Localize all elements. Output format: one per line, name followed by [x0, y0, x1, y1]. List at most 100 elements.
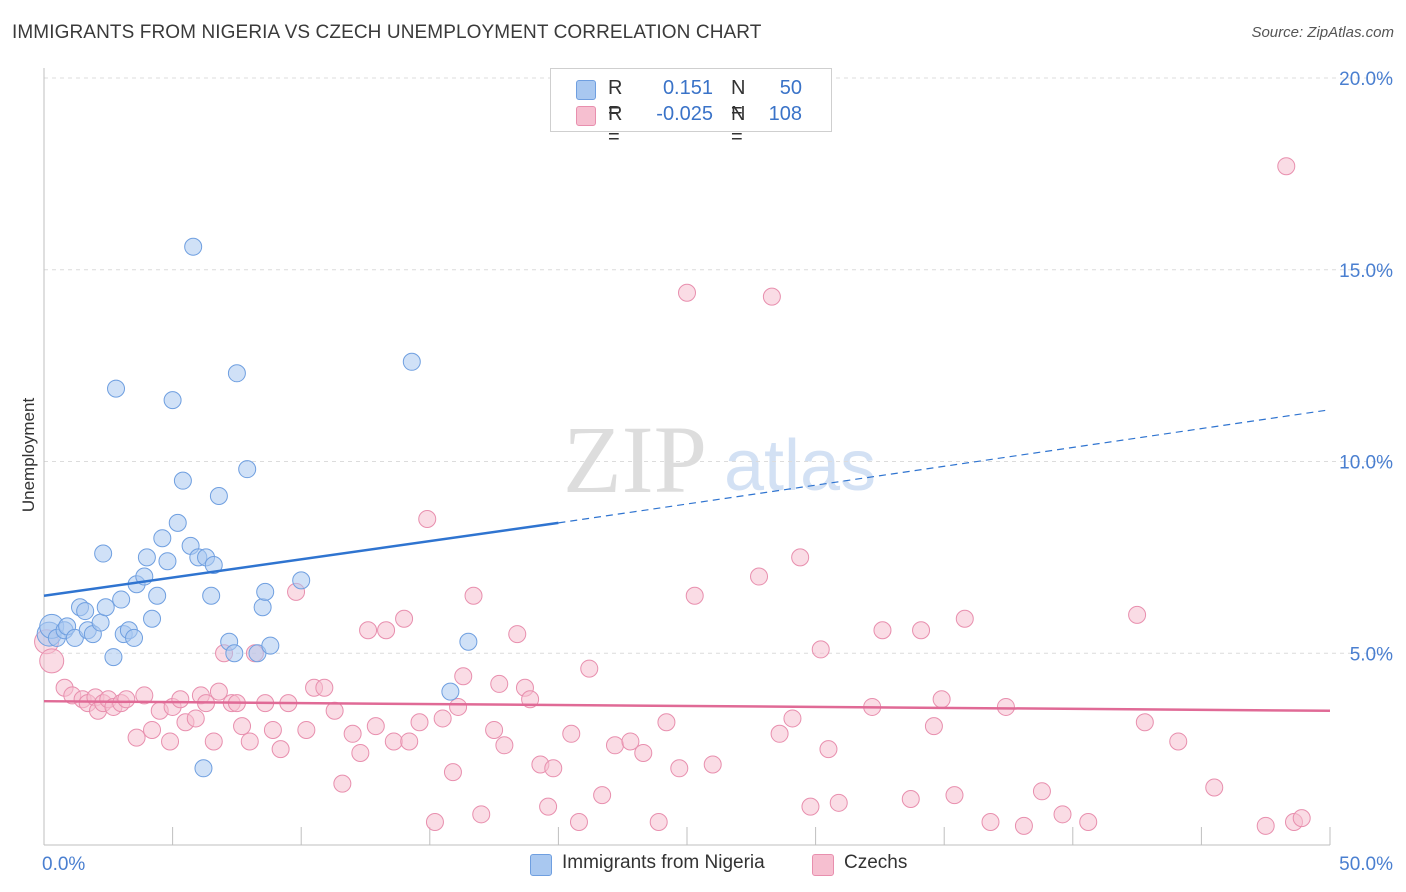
czechs-point: [996, 697, 1015, 716]
czechs-point: [912, 621, 931, 640]
nigeria-point: [112, 590, 131, 609]
nigeria-trend-extension: [558, 409, 1331, 524]
czechs-point: [271, 740, 290, 759]
czechs-point: [343, 724, 362, 743]
czechs-trend-line: [43, 699, 1331, 713]
nigeria-point: [202, 586, 221, 605]
czechs-point: [117, 690, 136, 709]
nigeria-point: [292, 571, 311, 590]
czechs-point: [1135, 713, 1154, 732]
legend-n-value: 108: [768, 103, 802, 125]
czechs-point: [490, 674, 509, 693]
czechs-point: [384, 732, 403, 751]
nigeria-point: [96, 598, 115, 617]
y-tick-label: 5.0%: [1350, 644, 1393, 665]
czechs-point: [873, 621, 892, 640]
czechs-point: [649, 812, 668, 831]
czechs-point: [127, 728, 146, 747]
legend-r-label: R =: [608, 77, 623, 122]
czechs-point: [670, 759, 689, 778]
czechs-point: [521, 690, 540, 709]
czechs-point: [819, 740, 838, 759]
czechs-point: [333, 774, 352, 793]
czechs-point: [410, 713, 429, 732]
czechs-point: [366, 717, 385, 736]
nigeria-point: [209, 487, 228, 506]
x-tick-label: 50.0%: [1339, 854, 1393, 875]
source-label: Source: ZipAtlas.com: [1251, 24, 1394, 41]
czechs-point: [1277, 157, 1296, 176]
nigeria-point: [194, 759, 213, 778]
czechs-point: [829, 793, 848, 812]
y-tick-label: 15.0%: [1339, 261, 1393, 282]
czechs-point: [186, 709, 205, 728]
legend-n-label: N =: [731, 103, 746, 148]
legend-n-value: 50: [779, 77, 802, 99]
legend-n-label: N =: [731, 77, 746, 122]
czechs-point: [485, 720, 504, 739]
bottom-legend-label-nigeria: Immigrants from Nigeria: [562, 852, 765, 873]
czechs-point: [1053, 805, 1072, 824]
czechs-point: [924, 717, 943, 736]
czechs-point: [811, 640, 830, 659]
czechs-point: [1128, 605, 1147, 624]
czechs-point: [783, 709, 802, 728]
czechs-point: [161, 732, 180, 751]
czechs-point: [981, 812, 1000, 831]
czechs-point: [39, 648, 65, 674]
czechs-point: [750, 567, 769, 586]
czechs-point: [791, 548, 810, 567]
nigeria-point: [143, 609, 162, 628]
czechs-point: [209, 682, 228, 701]
czechs-point: [263, 720, 282, 739]
nigeria-point: [153, 529, 172, 548]
czechs-point: [508, 625, 527, 644]
legend-swatch-nigeria: [576, 80, 596, 100]
czechs-point: [297, 720, 316, 739]
czechs-point: [204, 732, 223, 751]
czechs-point: [634, 743, 653, 762]
nigeria-point: [148, 586, 167, 605]
czechs-point: [495, 736, 514, 755]
legend-swatch-czechs: [576, 106, 596, 126]
czechs-point: [569, 812, 588, 831]
czechs-point: [544, 759, 563, 778]
czechs-point: [351, 743, 370, 762]
nigeria-point: [227, 364, 246, 383]
czechs-point: [762, 287, 781, 306]
czechs-point: [1205, 778, 1224, 797]
czechs-point: [359, 621, 378, 640]
nigeria-point: [204, 556, 223, 575]
czechs-point: [400, 732, 419, 751]
czechs-point: [901, 789, 920, 808]
czechs-point: [1032, 782, 1051, 801]
x-tick-label: 0.0%: [42, 854, 85, 875]
czechs-point: [472, 805, 491, 824]
czechs-point: [454, 667, 473, 686]
czechs-point: [325, 701, 344, 720]
nigeria-point: [137, 548, 156, 567]
legend-r-value: -0.025: [656, 103, 713, 125]
czechs-point: [562, 724, 581, 743]
czechs-point: [685, 586, 704, 605]
czechs-point: [539, 797, 558, 816]
nigeria-point: [441, 682, 460, 701]
czechs-point: [443, 763, 462, 782]
czechs-point: [464, 586, 483, 605]
y-axis-label: Unemployment: [19, 398, 38, 513]
czechs-point: [1169, 732, 1188, 751]
czechs-point: [1256, 816, 1275, 835]
czechs-point: [433, 709, 452, 728]
nigeria-point: [173, 471, 192, 490]
chart-title: IMMIGRANTS FROM NIGERIA VS CZECH UNEMPLO…: [12, 22, 762, 43]
nigeria-point: [107, 379, 126, 398]
nigeria-point: [168, 513, 187, 532]
czechs-point: [240, 732, 259, 751]
nigeria-point: [158, 552, 177, 571]
legend: R = 0.151 N = 50 R = -0.025 N = 108: [550, 68, 832, 148]
nigeria-point: [225, 644, 244, 663]
czechs-point: [425, 812, 444, 831]
nigeria-point: [76, 602, 95, 621]
czechs-point: [1292, 809, 1311, 828]
nigeria-point: [91, 613, 110, 632]
